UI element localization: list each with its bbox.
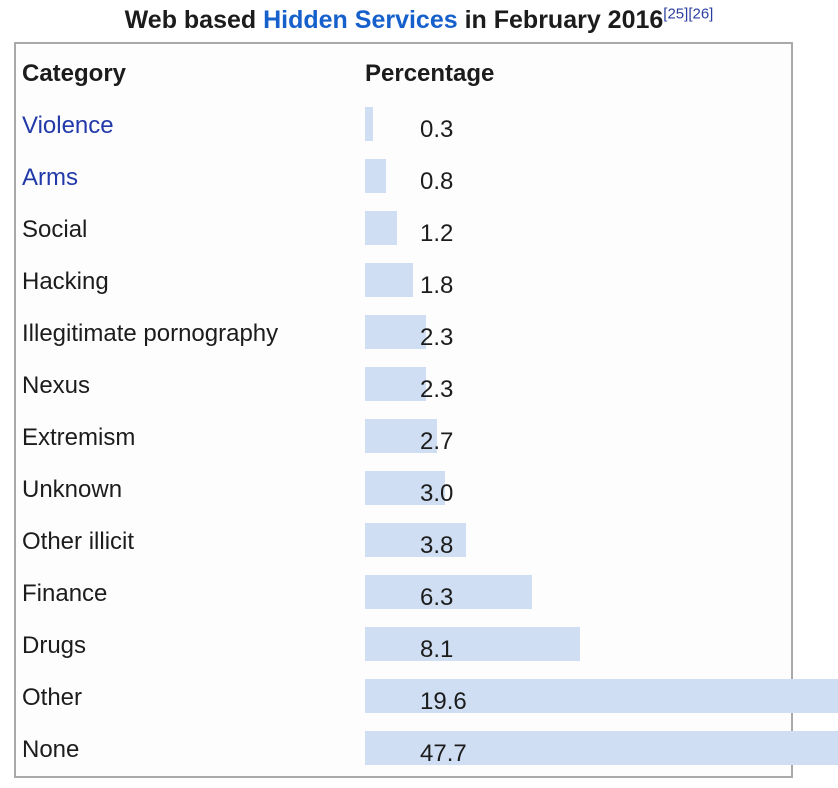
percentage-bar	[365, 419, 437, 453]
ref-26-link[interactable]: [26]	[688, 5, 714, 23]
percentage-bar	[365, 263, 413, 297]
category-label: Extremism	[22, 424, 136, 451]
category-label: Unknown	[22, 476, 123, 503]
percentage-value: 2.3	[420, 376, 454, 403]
percentage-bar	[365, 211, 397, 245]
hidden-services-table: Category Percentage Violence 0.3 Arms 0.…	[14, 42, 838, 778]
table-header-row: Category Percentage	[16, 44, 791, 100]
table-row: Nexus 2.3	[16, 360, 791, 412]
percentage-value: 2.7	[420, 428, 454, 455]
table-row: Arms 0.8	[16, 152, 791, 204]
table-row: Other 19.6	[16, 672, 838, 724]
table-row: Drugs 8.1	[16, 620, 791, 672]
column-header-percentage: Percentage	[365, 60, 495, 87]
category-label[interactable]: Violence	[22, 112, 114, 139]
table-row: Finance 6.3	[16, 568, 791, 620]
category-label: Other illicit	[22, 528, 135, 555]
table-row: Hacking 1.8	[16, 256, 791, 308]
percentage-value: 3.8	[420, 532, 454, 559]
table-row: Illegitimate pornography 2.3	[16, 308, 791, 360]
percentage-bar	[365, 627, 580, 661]
percentage-value: 6.3	[420, 584, 454, 611]
percentage-value: 19.6	[420, 688, 467, 715]
category-label: Illegitimate pornography	[22, 320, 279, 347]
percentage-bar	[365, 679, 838, 713]
category-label: Drugs	[22, 632, 87, 659]
category-label: None	[22, 736, 80, 763]
category-label: Hacking	[22, 268, 109, 295]
column-header-category: Category	[22, 60, 127, 87]
table-row: None 47.7	[16, 724, 838, 776]
percentage-value: 3.0	[420, 480, 454, 507]
percentage-value: 2.3	[420, 324, 454, 351]
percentage-value: 1.2	[420, 220, 454, 247]
percentage-bar	[365, 159, 387, 193]
percentage-bar	[365, 523, 466, 557]
ref-25-link[interactable]: [25]	[663, 5, 689, 23]
percentage-value: 47.7	[420, 740, 467, 767]
table-row: Violence 0.3	[16, 100, 791, 152]
percentage-bar	[365, 107, 373, 141]
category-label: Social	[22, 216, 88, 243]
percentage-value: 0.3	[420, 116, 454, 143]
category-label: Finance	[22, 580, 108, 607]
caption-text-suffix: in February 2016	[457, 6, 664, 34]
hidden-services-link[interactable]: Hidden Services	[263, 6, 458, 34]
percentage-bar	[365, 575, 532, 609]
percentage-value: 1.8	[420, 272, 454, 299]
percentage-bar	[365, 315, 426, 349]
percentage-bar	[365, 471, 445, 505]
percentage-value: 0.8	[420, 168, 454, 195]
category-label[interactable]: Arms	[22, 164, 78, 191]
category-label: Nexus	[22, 372, 91, 399]
category-label: Other	[22, 684, 83, 711]
percentage-bar	[365, 731, 838, 765]
table-row: Social 1.2	[16, 204, 791, 256]
table-row: Other illicit 3.8	[16, 516, 791, 568]
table-row: Extremism 2.7	[16, 412, 791, 464]
percentage-bar	[365, 367, 426, 401]
table-caption: Web based Hidden Services in February 20…	[0, 2, 838, 38]
caption-text-prefix: Web based	[124, 6, 264, 34]
percentage-value: 8.1	[420, 636, 454, 663]
table-row: Unknown 3.0	[16, 464, 791, 516]
